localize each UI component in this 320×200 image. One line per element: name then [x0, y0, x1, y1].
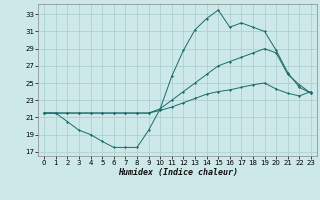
X-axis label: Humidex (Indice chaleur): Humidex (Indice chaleur): [118, 168, 238, 177]
